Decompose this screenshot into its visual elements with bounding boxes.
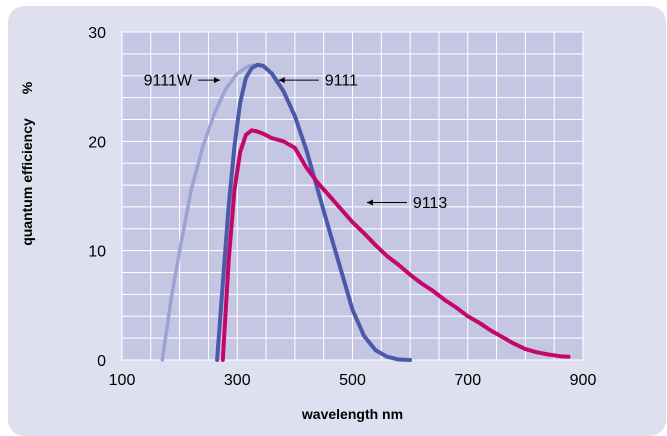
x-tick-label: 500	[339, 372, 366, 389]
annotation-label: 9111	[325, 73, 358, 90]
annotation-label: 9111W	[144, 73, 193, 90]
annotation-label: 9113	[413, 195, 448, 212]
annotations: 9111W 9111 9113	[144, 73, 448, 212]
y-tick-label: 0	[97, 353, 106, 370]
annotation-9111w: 9111W	[144, 73, 220, 90]
x-tick-label: 700	[454, 372, 481, 389]
series-line-9111	[215, 62, 413, 362]
x-tick-label: 900	[570, 372, 597, 389]
x-tick-label: 300	[224, 372, 251, 389]
y-tick-label: 30	[88, 25, 106, 42]
chart-panel: 9111W 9111 9113 100 300 500 700 900 0 10 20 30 qua…	[8, 6, 666, 436]
annotation-9113: 9113	[366, 195, 448, 212]
y-tick-label: 20	[88, 134, 106, 151]
tick-labels: 100 300 500 700 900 0 10 20 30	[88, 25, 596, 389]
annotation-9111: 9111	[278, 73, 358, 90]
y-axis-unit: %	[19, 81, 35, 94]
annotation-arrowhead	[213, 77, 220, 84]
quantum-efficiency-chart: 9111W 9111 9113 100 300 500 700 900 0 10 20 30 qua…	[19, 25, 596, 422]
series-layer	[160, 62, 571, 362]
x-axis-label: wavelength nm	[301, 406, 403, 422]
annotation-arrowhead	[366, 199, 373, 206]
grid	[121, 31, 584, 361]
y-axis-label: quantum efficiency	[19, 118, 35, 246]
series-line-9113	[220, 128, 571, 362]
annotation-arrowhead	[278, 77, 285, 84]
x-tick-label: 100	[109, 372, 136, 389]
y-tick-label: 10	[88, 244, 106, 261]
